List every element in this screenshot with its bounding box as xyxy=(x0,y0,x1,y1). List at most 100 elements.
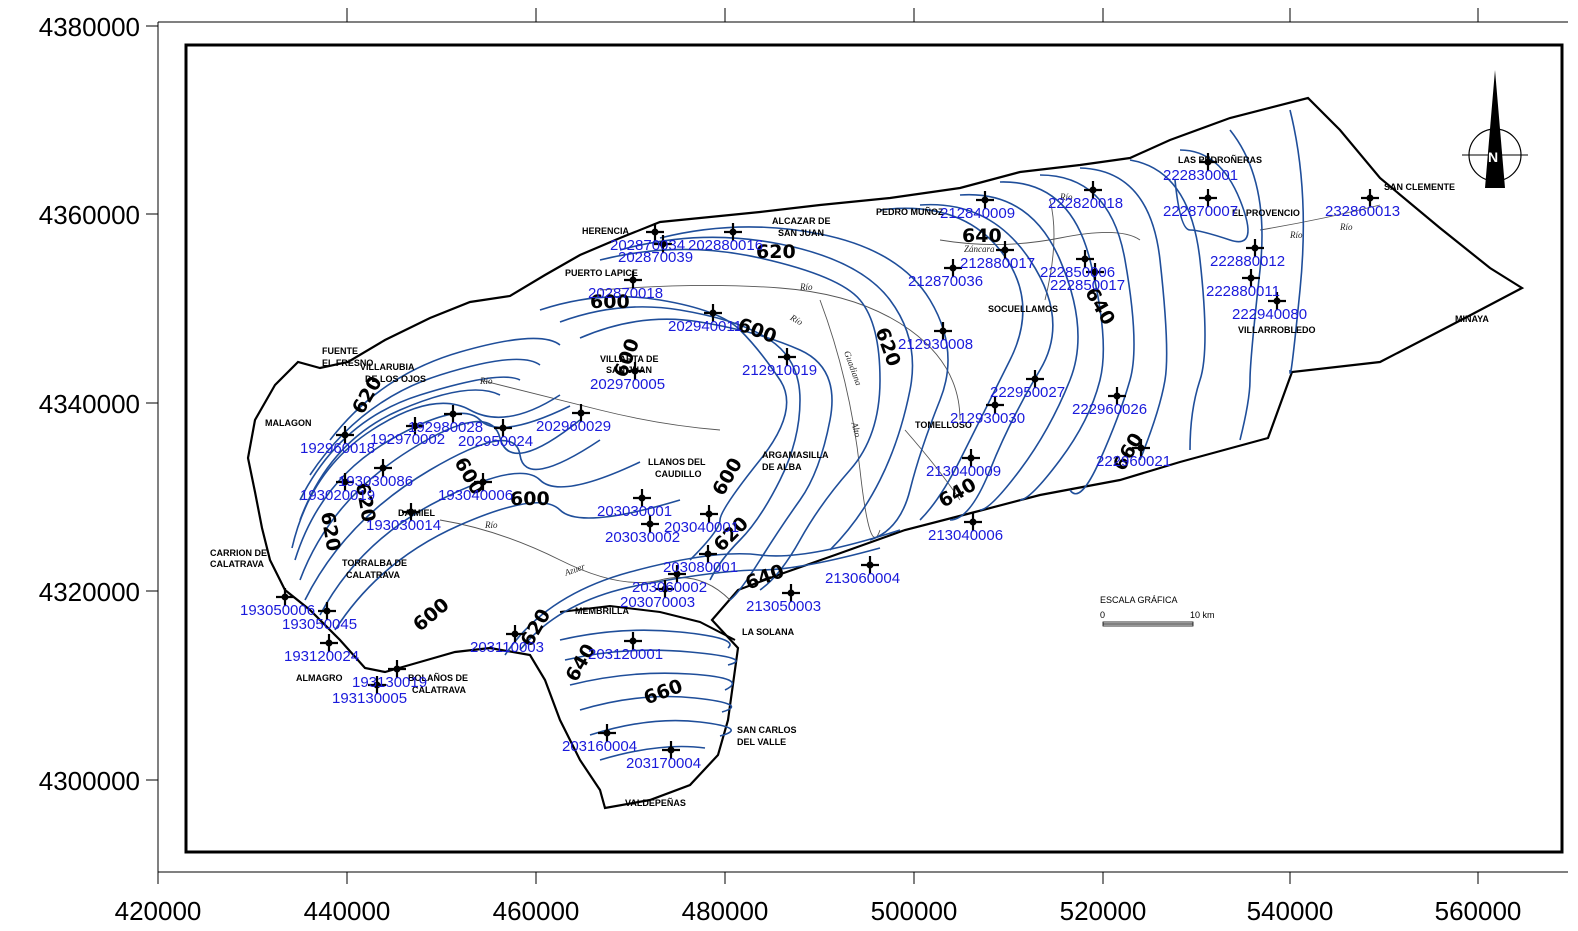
river-label: Río xyxy=(1339,222,1353,232)
well-label: 222960021 xyxy=(1096,453,1171,470)
well-marker-icon xyxy=(1268,292,1286,310)
well-marker-icon xyxy=(1242,269,1260,287)
town-label: ALCAZAR DE xyxy=(772,216,831,226)
well-marker-icon xyxy=(646,223,664,241)
well-label: 203110003 xyxy=(470,639,544,656)
contour-label: 620 xyxy=(316,510,345,553)
y-tick-label: 4360000 xyxy=(39,200,140,230)
well-label: 222880011 xyxy=(1206,283,1280,300)
well-label: 203060002 xyxy=(632,579,707,596)
well-marker-icon xyxy=(336,473,354,491)
well-marker-icon xyxy=(934,322,952,340)
well-label: 193130019 xyxy=(352,674,427,691)
town-label: TOMELLOSO xyxy=(915,420,972,430)
town-label: PEDRO MUÑOZ xyxy=(876,207,944,217)
town-label: VILLARUBIA xyxy=(360,362,415,372)
well-marker-icon xyxy=(976,191,994,209)
well-marker-icon xyxy=(494,419,512,437)
well-marker-icon xyxy=(699,545,717,563)
well-marker-icon xyxy=(782,584,800,602)
well-label: 203030002 xyxy=(605,529,680,546)
well-label: 212870036 xyxy=(908,273,983,290)
scale-ten: 10 km xyxy=(1190,610,1215,620)
well-marker-icon xyxy=(654,235,672,253)
contour-label: 600 xyxy=(590,291,630,313)
river-label: Azuer xyxy=(562,561,587,578)
town-label: CAUDILLO xyxy=(655,469,702,479)
town-label: VILLARROBLEDO xyxy=(1238,325,1316,335)
town-label: VALDEPEÑAS xyxy=(625,798,686,808)
well-label: 203160004 xyxy=(562,738,637,755)
town-label: SAN JUAN xyxy=(778,228,824,238)
well-marker-icon xyxy=(1199,153,1217,171)
well-label: 232860013 xyxy=(1325,203,1400,220)
town-label: FUENTE xyxy=(322,346,358,356)
map-frame xyxy=(184,43,1564,854)
well-label: 193040006 xyxy=(438,487,513,504)
well-marker-icon xyxy=(861,556,879,574)
well-label: 222950027 xyxy=(990,384,1065,401)
well-label: 193020019 xyxy=(300,487,375,504)
well-label: 222870007 xyxy=(1163,203,1238,220)
well-marker-icon xyxy=(1084,181,1102,199)
well-marker-icon xyxy=(700,505,718,523)
x-tick-label: 440000 xyxy=(304,896,391,926)
well-marker-icon xyxy=(656,580,674,598)
well-label: 222940080 xyxy=(1232,306,1307,323)
well-label: 202870034 xyxy=(610,237,685,254)
well-marker-icon xyxy=(336,426,354,444)
x-tick-label: 480000 xyxy=(682,896,769,926)
well-label: 193030086 xyxy=(338,473,413,490)
contour-label: 620 xyxy=(756,241,796,263)
well-marker-icon xyxy=(1246,239,1264,257)
contour-label: 600 xyxy=(510,488,550,510)
isolines xyxy=(291,109,1305,761)
axes: 420000 440000 460000 480000 500000 52000… xyxy=(39,8,1568,926)
well-marker-icon xyxy=(986,396,1004,414)
town-label: CALATRAVA xyxy=(346,570,400,580)
well-label: 222830001 xyxy=(1163,167,1238,184)
well-marker-icon xyxy=(474,473,492,491)
well-marker-icon xyxy=(572,404,590,422)
well-marker-icon xyxy=(444,405,462,423)
river-label: Río xyxy=(788,312,805,328)
town-label: SAN CARLOS xyxy=(737,725,797,735)
well-label: 222880012 xyxy=(1210,253,1285,270)
well-marker-icon xyxy=(626,362,644,380)
well-marker-icon xyxy=(944,259,962,277)
well-marker-icon xyxy=(662,741,680,759)
well-label: 212880017 xyxy=(960,255,1035,272)
well-label: 203040001 xyxy=(664,519,739,536)
well-marker-icon xyxy=(1086,263,1104,281)
well-marker-icon xyxy=(598,724,616,742)
x-tick-label: 420000 xyxy=(115,896,202,926)
x-tick-label: 500000 xyxy=(871,896,958,926)
well-label: 213040006 xyxy=(928,527,1003,544)
well-marker-icon xyxy=(964,513,982,531)
town-label: DEL VALLE xyxy=(737,737,786,747)
town-label: CARRION DE xyxy=(210,548,267,558)
north-arrow-icon: N xyxy=(1462,70,1528,188)
river-label: Alto xyxy=(849,420,863,439)
well-label: 193130005 xyxy=(332,690,407,707)
well-marker-icon xyxy=(1132,439,1150,457)
river-label: Río xyxy=(479,376,493,386)
town-label: MALAGON xyxy=(265,418,312,428)
well-label: 203120001 xyxy=(588,646,663,663)
well-label: 213050003 xyxy=(746,598,821,615)
well-label: 222820018 xyxy=(1048,195,1123,212)
well-label: 212910019 xyxy=(742,362,817,379)
x-tick-label: 520000 xyxy=(1060,896,1147,926)
town-label: CALATRAVA xyxy=(412,685,466,695)
well-marker-icon xyxy=(704,304,722,322)
well-label: 212930030 xyxy=(950,410,1025,427)
well-marker-icon xyxy=(1026,370,1044,388)
river-label: Río xyxy=(1059,192,1073,202)
town-label: CALATRAVA xyxy=(210,559,264,569)
well-marker-icon xyxy=(388,660,406,678)
well-label: 213060004 xyxy=(825,570,900,587)
town-label: LA SOLANA xyxy=(742,627,795,637)
well-marker-icon xyxy=(276,588,294,606)
town-label: EL PROVENCIO xyxy=(1232,208,1300,218)
wells: 222830001 222870007 232860013 222820018 … xyxy=(240,153,1400,772)
